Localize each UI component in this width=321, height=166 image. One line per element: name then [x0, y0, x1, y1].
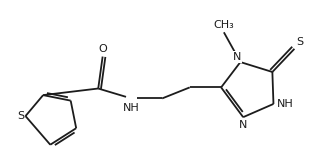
Text: NH: NH [277, 99, 293, 109]
Text: CH₃: CH₃ [213, 20, 234, 30]
Text: N: N [233, 52, 241, 62]
Text: N: N [239, 121, 247, 130]
Text: NH: NH [123, 103, 140, 113]
Text: S: S [17, 111, 24, 121]
Text: S: S [297, 37, 304, 47]
Text: O: O [98, 44, 107, 54]
